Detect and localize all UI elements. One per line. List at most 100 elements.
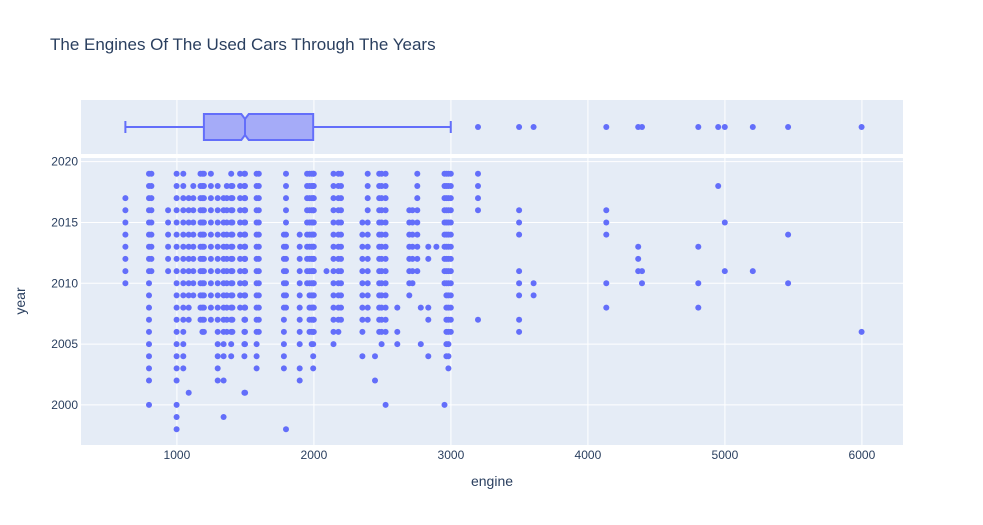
scatter-point xyxy=(283,207,289,214)
scatter-point xyxy=(255,280,262,287)
scatter-point xyxy=(242,268,249,275)
scatter-point xyxy=(180,219,187,226)
scatter-point xyxy=(330,316,337,323)
scatter-point xyxy=(255,292,262,299)
scatter-point xyxy=(447,268,454,275)
scatter-point xyxy=(200,304,207,311)
scatter-point xyxy=(447,328,454,335)
scatter-point xyxy=(475,183,481,189)
scatter-point xyxy=(207,268,214,275)
scatter-point xyxy=(382,292,389,299)
box-outlier-point xyxy=(530,124,537,130)
box-body xyxy=(202,113,315,141)
scatter-point xyxy=(253,365,260,372)
y-tick-label: 2000 xyxy=(51,398,78,412)
scatter-point xyxy=(223,328,230,335)
scatter-point xyxy=(214,377,221,384)
scatter-point xyxy=(338,207,344,214)
scatter-point xyxy=(338,243,344,250)
scatter-point xyxy=(406,292,413,299)
scatter-point xyxy=(255,243,262,250)
scatter-point xyxy=(715,183,722,189)
scatter-point xyxy=(242,280,249,287)
scatter-point xyxy=(228,341,235,348)
scatter-point xyxy=(190,268,197,275)
scatter-point xyxy=(283,183,289,189)
scatter-point xyxy=(372,353,378,360)
scatter-point xyxy=(516,207,523,214)
scatter-point xyxy=(146,328,152,335)
scatter-point xyxy=(447,219,454,226)
scatter-point xyxy=(364,292,371,299)
scatter-point xyxy=(409,207,416,214)
scatter-point xyxy=(214,304,221,311)
scatter-point xyxy=(785,231,792,238)
scatter-point xyxy=(296,365,303,372)
scatter-point xyxy=(330,328,337,335)
box-outlier-point xyxy=(715,124,722,130)
scatter-point xyxy=(207,243,214,250)
scatter-point xyxy=(721,219,728,226)
scatter-point xyxy=(223,183,230,189)
box-panel xyxy=(81,100,903,154)
marginal-box-plot[interactable] xyxy=(124,113,452,141)
scatter-point xyxy=(364,268,371,275)
scatter-point xyxy=(382,280,389,287)
scatter-point xyxy=(214,341,221,348)
scatter-point xyxy=(749,268,756,275)
scatter-point xyxy=(338,304,344,311)
box-outlier-point xyxy=(858,124,865,130)
scatter-point xyxy=(414,243,421,250)
scatter-point xyxy=(283,219,289,226)
scatter-point xyxy=(207,183,214,189)
scatter-point xyxy=(122,243,129,250)
scatter-point xyxy=(359,316,366,323)
scatter-point xyxy=(721,268,728,275)
scatter-point xyxy=(394,304,401,311)
scatter-point xyxy=(425,316,432,323)
scatter-point xyxy=(237,207,244,214)
scatter-point xyxy=(173,183,180,189)
scatter-point xyxy=(382,243,389,250)
scatter-point xyxy=(283,280,289,287)
scatter-point xyxy=(330,207,337,214)
scatter-point xyxy=(283,426,289,433)
box-outlier-point xyxy=(475,124,481,130)
scatter-point xyxy=(190,280,197,287)
scatter-point xyxy=(207,195,214,202)
x-tick-label: 1000 xyxy=(164,448,191,462)
scatter-point xyxy=(394,341,401,348)
scatter-point xyxy=(255,316,262,323)
scatter-point xyxy=(148,219,155,226)
scatter-point xyxy=(516,219,523,226)
scatter-point xyxy=(359,304,366,311)
scatter-point xyxy=(310,170,317,177)
scatter-point xyxy=(414,183,421,189)
scatter-point xyxy=(190,292,197,299)
scatter-point xyxy=(695,304,702,311)
scatter-point xyxy=(858,328,865,335)
scatter-point xyxy=(242,243,249,250)
scatter-point xyxy=(255,328,262,335)
scatter-point xyxy=(242,328,248,335)
scatter-point xyxy=(214,292,221,299)
scatter-point xyxy=(223,207,230,214)
scatter-point xyxy=(310,243,317,250)
y-axis-ticks: 2000 2005 2010 2015 2020 xyxy=(51,155,78,412)
scatter-point xyxy=(364,231,371,238)
scatter-point xyxy=(382,207,389,214)
scatter-point xyxy=(207,231,214,238)
scatter-point xyxy=(214,328,221,335)
scatter-point xyxy=(237,195,244,202)
scatter-point xyxy=(296,231,303,238)
scatter-point xyxy=(242,207,249,214)
scatter-point xyxy=(165,243,172,250)
scatter-point xyxy=(255,304,262,311)
scatter-point xyxy=(447,292,454,299)
scatter-point xyxy=(447,280,454,287)
scatter-point xyxy=(635,243,642,250)
scatter-point xyxy=(242,170,248,177)
scatter-point xyxy=(310,353,317,360)
scatter-point xyxy=(207,280,214,287)
scatter-point xyxy=(364,170,371,177)
